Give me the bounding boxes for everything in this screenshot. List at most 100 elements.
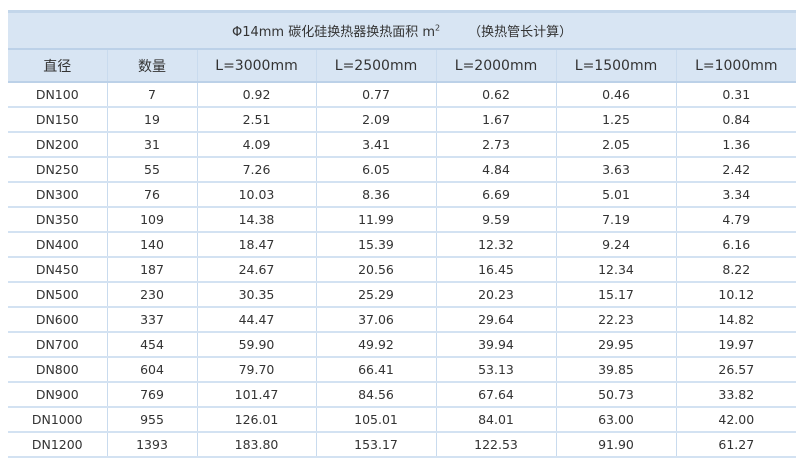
area-cell: 14.82 (675, 306, 797, 333)
area-cell: 1.67 (435, 106, 557, 133)
area-cell: 8.22 (675, 256, 797, 283)
area-cell: 15.17 (555, 281, 677, 308)
area-cell: 105.01 (315, 406, 437, 433)
table-row: DN100 7 0.92 0.77 0.62 0.46 0.31 (8, 81, 797, 108)
table-row: DN300 76 10.03 8.36 6.69 5.01 3.34 (8, 181, 797, 208)
column-header: L=1000mm (675, 48, 797, 83)
area-cell: 15.39 (315, 231, 437, 258)
area-cell: 6.05 (315, 156, 437, 183)
table-body: DN100 7 0.92 0.77 0.62 0.46 0.31 DN150 19 2.51 2.0… (8, 81, 797, 458)
quantity-cell: 7 (106, 81, 198, 108)
area-cell: 4.84 (435, 156, 557, 183)
table-row: DN1000 955 126.01 105.01 84.01 63.00 42.00 (8, 406, 797, 433)
area-cell: 16.45 (435, 256, 557, 283)
table-row: DN500 230 30.35 25.29 20.23 15.17 10.12 (8, 281, 797, 308)
area-cell: 42.00 (675, 406, 797, 433)
area-cell: 20.56 (315, 256, 437, 283)
column-header: L=1500mm (555, 48, 677, 83)
area-cell: 183.80 (196, 431, 317, 458)
area-cell: 26.57 (675, 356, 797, 383)
area-cell: 14.38 (196, 206, 317, 233)
area-cell: 10.03 (196, 181, 317, 208)
area-cell: 18.47 (196, 231, 317, 258)
area-cell: 6.69 (435, 181, 557, 208)
table-title: Φ14mm 碳化硅换热器换热面积 m2 （换热管长计算） (8, 11, 797, 50)
table-row: DN700 454 59.90 49.92 39.94 29.95 19.97 (8, 331, 797, 358)
diameter-cell: DN1000 (8, 406, 108, 433)
table-row: DN150 19 2.51 2.09 1.67 1.25 0.84 (8, 106, 797, 133)
column-header-row: 直径 数量 L=3000mm L=2500mm L=2000mm L=1500mm L=10… (8, 48, 797, 83)
table-row: DN900 769 101.47 84.56 67.64 50.73 33.82 (8, 381, 797, 408)
area-cell: 22.23 (555, 306, 677, 333)
area-cell: 11.99 (315, 206, 437, 233)
column-header: L=2000mm (435, 48, 557, 83)
table-row: DN250 55 7.26 6.05 4.84 3.63 2.42 (8, 156, 797, 183)
area-cell: 0.84 (675, 106, 797, 133)
area-cell: 66.41 (315, 356, 437, 383)
area-cell: 9.24 (555, 231, 677, 258)
area-cell: 2.09 (315, 106, 437, 133)
table-row: DN400 140 18.47 15.39 12.32 9.24 6.16 (8, 231, 797, 258)
area-cell: 6.16 (675, 231, 797, 258)
area-cell: 1.25 (555, 106, 677, 133)
area-cell: 9.59 (435, 206, 557, 233)
quantity-cell: 955 (106, 406, 198, 433)
quantity-cell: 187 (106, 256, 198, 283)
column-header: 直径 (8, 48, 108, 83)
column-header: L=2500mm (315, 48, 437, 83)
area-cell: 39.85 (555, 356, 677, 383)
title-main: Φ14mm 碳化硅换热器换热面积 m (231, 25, 435, 40)
table-row: DN450 187 24.67 20.56 16.45 12.34 8.22 (8, 256, 797, 283)
area-cell: 0.46 (555, 81, 677, 108)
diameter-cell: DN450 (8, 256, 108, 283)
area-cell: 8.36 (315, 181, 437, 208)
area-cell: 67.64 (435, 381, 557, 408)
diameter-cell: DN100 (8, 81, 108, 108)
area-cell: 2.42 (675, 156, 797, 183)
area-cell: 7.19 (555, 206, 677, 233)
area-cell: 53.13 (435, 356, 557, 383)
area-cell: 126.01 (196, 406, 317, 433)
area-cell: 7.26 (196, 156, 317, 183)
area-cell: 3.41 (315, 131, 437, 158)
area-cell: 25.29 (315, 281, 437, 308)
area-cell: 10.12 (675, 281, 797, 308)
diameter-cell: DN500 (8, 281, 108, 308)
table-row: DN1200 1393 183.80 153.17 122.53 91.90 61.27 (8, 431, 797, 458)
quantity-cell: 454 (106, 331, 198, 358)
area-cell: 1.36 (675, 131, 797, 158)
heat-exchange-area-table: Φ14mm 碳化硅换热器换热面积 m2 （换热管长计算） 直径 数量 L=3000mm… (8, 10, 797, 458)
area-cell: 0.31 (675, 81, 797, 108)
area-cell: 84.01 (435, 406, 557, 433)
area-cell: 12.34 (555, 256, 677, 283)
table-row: DN600 337 44.47 37.06 29.64 22.23 14.82 (8, 306, 797, 333)
table-row: DN200 31 4.09 3.41 2.73 2.05 1.36 (8, 131, 797, 158)
area-cell: 79.70 (196, 356, 317, 383)
quantity-cell: 230 (106, 281, 198, 308)
quantity-cell: 76 (106, 181, 198, 208)
area-cell: 37.06 (315, 306, 437, 333)
area-cell: 50.73 (555, 381, 677, 408)
diameter-cell: DN250 (8, 156, 108, 183)
title-superscript: 2 (435, 23, 441, 33)
area-cell: 29.95 (555, 331, 677, 358)
area-cell: 0.62 (435, 81, 557, 108)
quantity-cell: 337 (106, 306, 198, 333)
diameter-cell: DN150 (8, 106, 108, 133)
diameter-cell: DN400 (8, 231, 108, 258)
quantity-cell: 31 (106, 131, 198, 158)
area-cell: 30.35 (196, 281, 317, 308)
quantity-cell: 140 (106, 231, 198, 258)
diameter-cell: DN200 (8, 131, 108, 158)
quantity-cell: 55 (106, 156, 198, 183)
diameter-cell: DN1200 (8, 431, 108, 458)
quantity-cell: 604 (106, 356, 198, 383)
table-title-row: Φ14mm 碳化硅换热器换热面积 m2 （换热管长计算） (8, 11, 797, 50)
area-cell: 4.09 (196, 131, 317, 158)
area-cell: 24.67 (196, 256, 317, 283)
area-cell: 19.97 (675, 331, 797, 358)
area-cell: 12.32 (435, 231, 557, 258)
quantity-cell: 109 (106, 206, 198, 233)
area-cell: 0.77 (315, 81, 437, 108)
area-cell: 3.34 (675, 181, 797, 208)
